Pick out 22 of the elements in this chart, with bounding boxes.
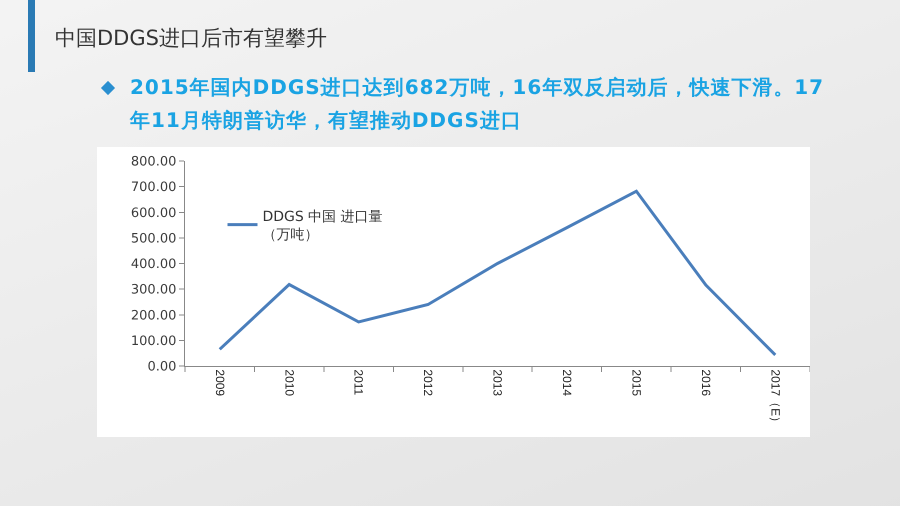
- x-tick-label: 2013: [490, 369, 505, 396]
- x-tick-label: 2012: [421, 369, 436, 396]
- line-series: [218, 190, 777, 356]
- y-tick-label: 700.00: [130, 180, 176, 196]
- y-tick-label: 600.00: [130, 206, 176, 221]
- chart-title: 中国DDGS进口后市有望攀升: [55, 25, 327, 52]
- x-tick-label: 2010: [282, 369, 296, 396]
- y-tick-label: 0.00: [147, 360, 176, 375]
- y-tick-label: 100.00: [130, 334, 176, 349]
- x-tick-label: 2015: [629, 369, 644, 396]
- y-tick-label: 300.00: [130, 282, 176, 298]
- x-tick-label: 2014: [560, 369, 574, 396]
- x-tick-label: 2011: [352, 369, 366, 396]
- x-tick-label: 2009: [212, 369, 227, 396]
- y-tick-label: 200.00: [130, 308, 176, 324]
- x-tick-label: 2016: [698, 369, 713, 396]
- legend-label: DDGS 中国 进口量（万吨）: [262, 209, 383, 244]
- y-tick-label: 400.00: [130, 257, 176, 272]
- y-tick-label: 500.00: [130, 231, 176, 246]
- y-tick-label: 800.00: [130, 154, 176, 170]
- x-tick-label: 2017（E）: [768, 369, 782, 428]
- chart-subtitle: 2015年国内DDGS进口达到682万吨，16年双反启动后，快速下滑。17年11月特朗普访华，有望推动DDGS进口: [130, 74, 826, 134]
